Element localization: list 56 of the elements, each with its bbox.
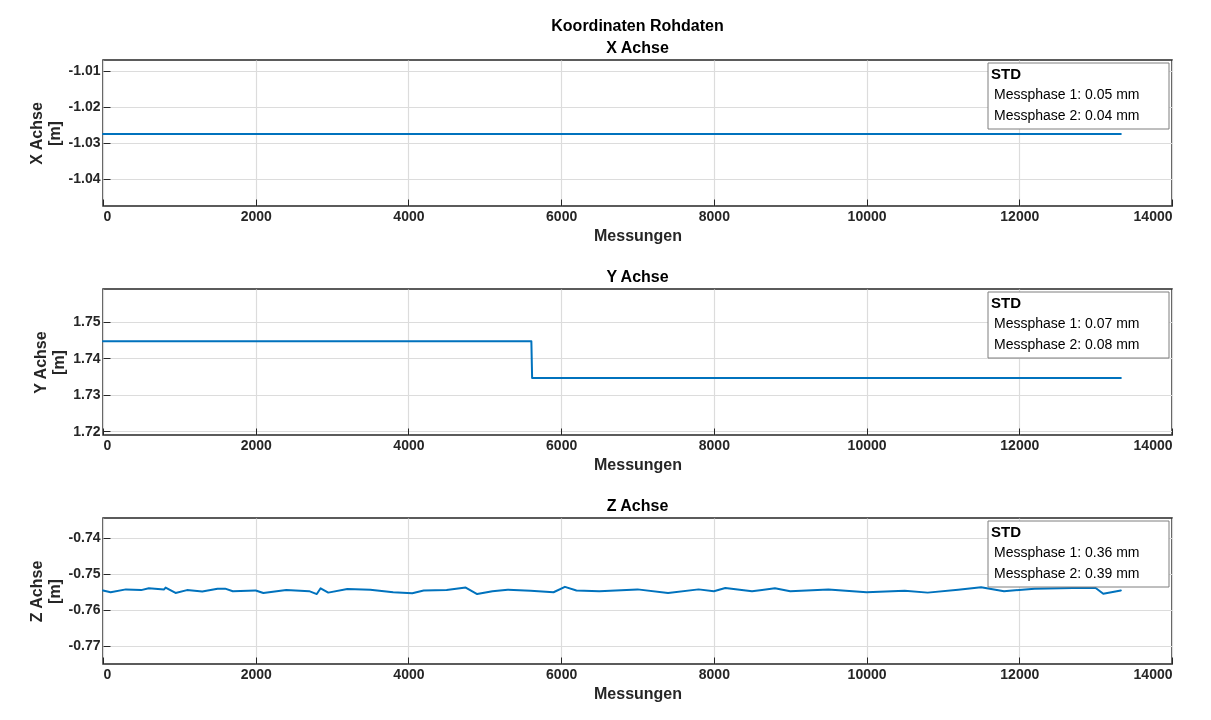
y-tick-label: -0.74: [68, 529, 101, 546]
x-tick-label: 14000: [1133, 665, 1173, 682]
y-tick-label: -0.77: [68, 637, 101, 654]
annotation: Messphase 2: 0.04 mm: [994, 107, 1140, 123]
annotation: Messphase 1: 0.36 mm: [994, 544, 1140, 560]
x-tick-label: 14000: [1133, 207, 1173, 224]
annotation: Messphase 2: 0.39 mm: [994, 565, 1140, 581]
y-axis-title: X Achse [m]: [27, 102, 63, 165]
x-tick-label: 8000: [698, 436, 731, 453]
chart-subtitle: X Achse: [606, 39, 669, 56]
y-tick-label: -1.02: [68, 98, 101, 115]
y-tick-label: -1.04: [68, 170, 101, 187]
chart-title: Z Achse: [606, 497, 669, 514]
x-tick-label: 8000: [698, 207, 731, 224]
y-tick-label: 1.74: [73, 349, 101, 366]
x-tick-label: 2000: [240, 665, 272, 682]
x-tick-label: 6000: [546, 665, 578, 682]
x-tick-label: 12000: [1000, 665, 1040, 682]
x-tick-label: 2000: [240, 207, 272, 224]
y-axis-title: Z Achse [m]: [27, 560, 63, 623]
annotation: STD: [991, 523, 1022, 540]
x-tick-label: 6000: [546, 436, 578, 453]
x-tick-label: 12000: [1000, 436, 1040, 453]
x-tick-label: 2000: [240, 436, 272, 453]
x-tick-label: 10000: [847, 207, 887, 224]
x-tick-label: 0: [103, 207, 112, 224]
annotation: STD: [991, 65, 1022, 82]
x-axis-title: Messungen: [593, 684, 683, 702]
x-tick-label: 6000: [546, 207, 578, 224]
y-tick-label: -0.75: [68, 565, 101, 582]
y-tick-label: 1.75: [73, 313, 101, 330]
y-tick-label: 1.73: [73, 386, 101, 403]
x-tick-label: 10000: [847, 665, 887, 682]
x-tick-label: 0: [103, 436, 112, 453]
y-tick-label: -1.03: [68, 134, 101, 151]
y-axis-title: Y Achse [m]: [32, 331, 68, 394]
annotation: Messphase 2: 0.08 mm: [994, 336, 1140, 352]
x-tick-label: 4000: [393, 207, 425, 224]
x-tick-label: 14000: [1133, 436, 1173, 453]
annotation: STD: [991, 294, 1022, 311]
x-tick-label: 10000: [847, 436, 887, 453]
chart-title: Koordinaten Rohdaten: [551, 17, 724, 34]
x-tick-label: 4000: [393, 436, 425, 453]
annotation: Messphase 1: 0.07 mm: [994, 315, 1140, 331]
chart-title: Y Achse: [606, 268, 669, 285]
x-axis-title: Messungen: [593, 455, 683, 473]
x-tick-label: 0: [103, 665, 112, 682]
line-series: [102, 585, 1122, 596]
x-tick-label: 12000: [1000, 207, 1040, 224]
x-tick-label: 4000: [393, 665, 425, 682]
y-tick-label: 1.72: [73, 422, 101, 439]
annotation: Messphase 1: 0.05 mm: [994, 86, 1140, 102]
y-tick-label: -0.76: [68, 601, 101, 618]
y-tick-label: -1.01: [68, 62, 101, 79]
x-tick-label: 8000: [698, 665, 731, 682]
x-axis-title: Messungen: [593, 226, 683, 244]
